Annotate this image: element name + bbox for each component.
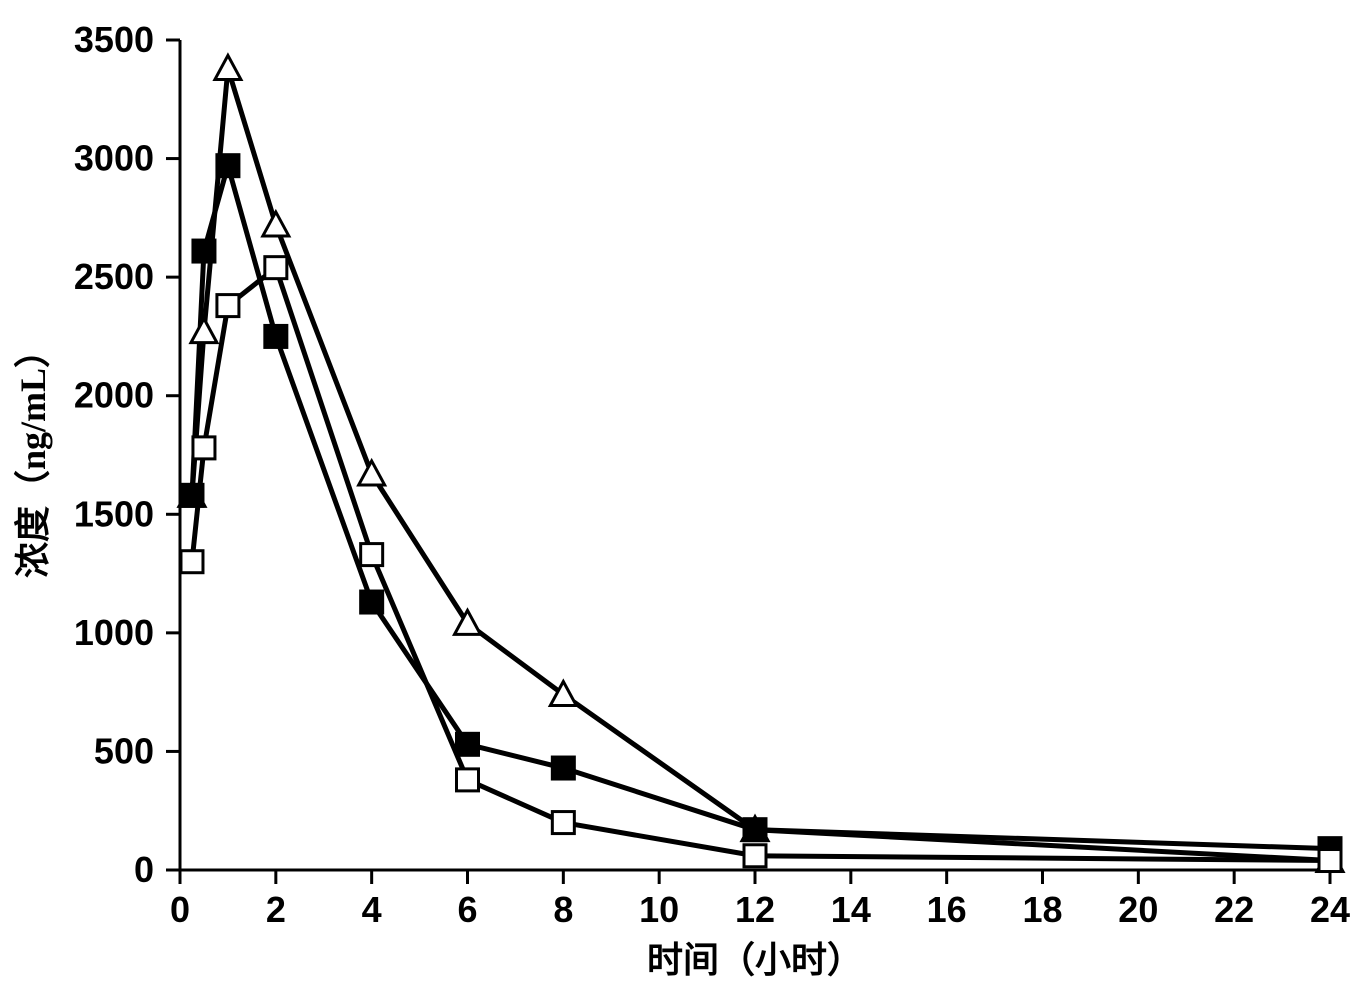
x-tick-label: 12 (735, 889, 775, 930)
marker-square-open (361, 544, 383, 566)
marker-square-open (193, 437, 215, 459)
x-tick-label: 0 (170, 889, 190, 930)
x-tick-label: 16 (927, 889, 967, 930)
marker-square-open (217, 295, 239, 317)
concentration-time-chart: 0246810121416182022240500100015002000250… (0, 0, 1365, 1001)
marker-square-filled (457, 733, 479, 755)
marker-square-filled (181, 484, 203, 506)
x-tick-label: 18 (1022, 889, 1062, 930)
marker-triangle-open (191, 319, 217, 343)
x-tick-label: 6 (457, 889, 477, 930)
marker-triangle-open (359, 461, 385, 485)
marker-square-open (457, 769, 479, 791)
marker-triangle-open (263, 212, 289, 236)
marker-square-open (552, 812, 574, 834)
marker-square-filled (744, 819, 766, 841)
marker-triangle-open (455, 610, 481, 634)
marker-square-open (181, 551, 203, 573)
y-tick-label: 3500 (74, 19, 154, 60)
marker-triangle-open (215, 55, 241, 79)
x-tick-label: 8 (553, 889, 573, 930)
marker-square-filled (193, 240, 215, 262)
marker-square-open (265, 257, 287, 279)
x-axis-label: 时间（小时） (647, 940, 863, 980)
y-tick-label: 2500 (74, 256, 154, 297)
x-tick-label: 2 (266, 889, 286, 930)
x-tick-label: 22 (1214, 889, 1254, 930)
y-tick-label: 1500 (74, 493, 154, 534)
marker-square-open (1319, 850, 1341, 872)
series-line-triangle-open (192, 68, 1330, 860)
series-line-square-filled (192, 166, 1330, 849)
y-tick-label: 2000 (74, 375, 154, 416)
x-tick-label: 24 (1310, 889, 1350, 930)
x-tick-label: 4 (362, 889, 382, 930)
x-tick-label: 10 (639, 889, 679, 930)
marker-square-open (744, 845, 766, 867)
y-tick-label: 3000 (74, 138, 154, 179)
y-tick-label: 500 (94, 730, 154, 771)
x-tick-label: 20 (1118, 889, 1158, 930)
y-tick-label: 0 (134, 849, 154, 890)
marker-square-filled (361, 591, 383, 613)
marker-square-filled (265, 325, 287, 347)
chart-svg: 0246810121416182022240500100015002000250… (0, 0, 1365, 1001)
x-tick-label: 14 (831, 889, 871, 930)
y-axis-label: 浓度（ng/mL） (13, 332, 53, 578)
marker-square-filled (217, 155, 239, 177)
marker-square-filled (552, 757, 574, 779)
y-tick-label: 1000 (74, 612, 154, 653)
